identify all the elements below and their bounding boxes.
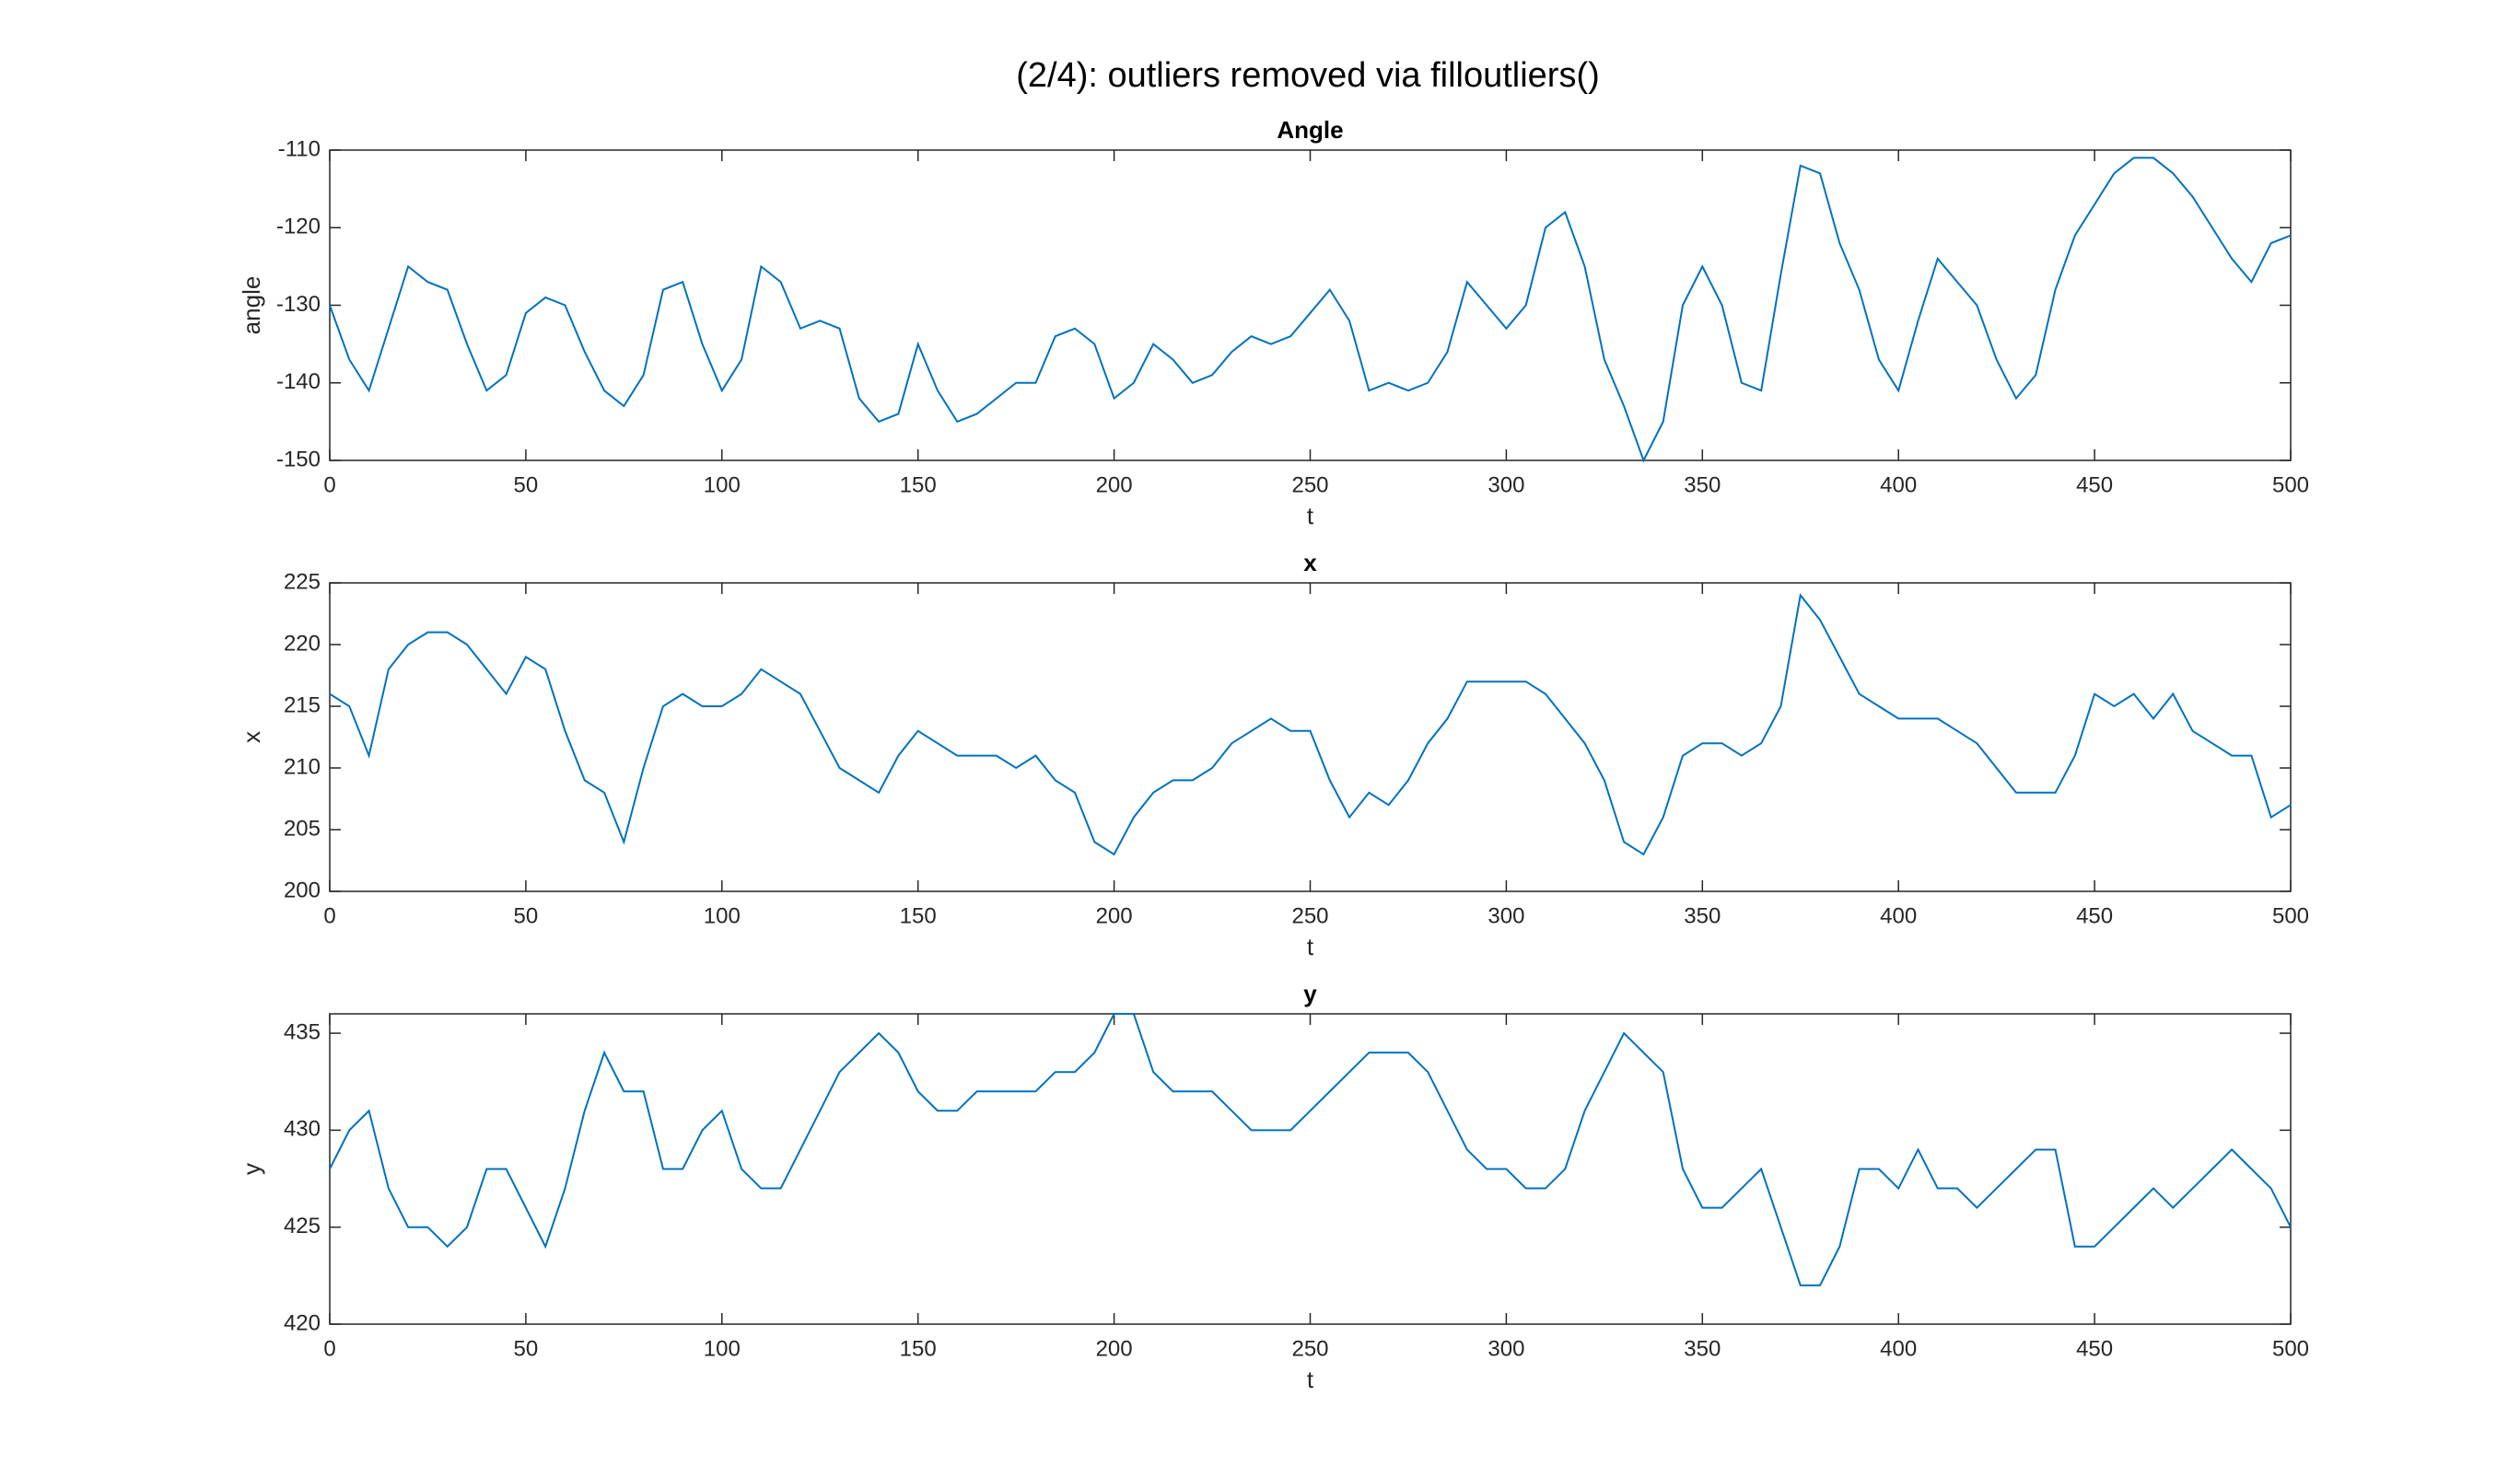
y-tick-label: -120 (276, 215, 321, 239)
plot-area (329, 1013, 2292, 1325)
x-tick-label: 150 (900, 1336, 937, 1361)
chart-title: Angle (1277, 116, 1343, 144)
x-tick-label: 200 (1096, 903, 1133, 928)
data-line (329, 1013, 2292, 1286)
y-tick-label: -140 (276, 369, 321, 394)
x-tick-label: 500 (2272, 1336, 2309, 1361)
x-tick-label: 400 (1880, 1336, 1917, 1361)
x-tick-label: 100 (704, 903, 741, 928)
x-tick-label: 100 (704, 472, 741, 497)
x-tick-label: 0 (323, 903, 335, 928)
x-axis-label: t (1307, 502, 1314, 529)
y-tick-label: -150 (276, 447, 321, 471)
y-tick-label: 210 (284, 754, 321, 779)
y-tick-label: -130 (276, 292, 321, 317)
y-axis-label: angle (238, 276, 265, 335)
x-tick-label: 450 (2076, 472, 2113, 497)
y-tick-label: 430 (284, 1117, 321, 1142)
y-tick-label: 220 (284, 631, 321, 656)
chart-title: x (1303, 549, 1317, 576)
figure-title: (2/4): outliers removed via filloutliers… (1016, 56, 1600, 95)
x-tick-label: 350 (1684, 903, 1721, 928)
x-tick-label: 0 (323, 472, 335, 497)
y-tick-label: 205 (284, 816, 321, 841)
x-tick-label: 250 (1291, 472, 1328, 497)
y-tick-label: 225 (284, 569, 321, 594)
x-tick-label: 500 (2272, 472, 2309, 497)
x-tick-label: 50 (514, 472, 539, 497)
data-line (329, 157, 2292, 463)
x-tick-label: 150 (900, 903, 937, 928)
y-axis-label: y (238, 1163, 265, 1175)
plot-area (329, 149, 2292, 461)
x-tick-label: 450 (2076, 1336, 2113, 1361)
plot-area (329, 582, 2292, 892)
x-tick-label: 300 (1488, 1336, 1524, 1361)
x-tick-label: 150 (900, 472, 937, 497)
x-tick-label: 400 (1880, 903, 1917, 928)
x-axis-label: t (1307, 1366, 1314, 1393)
y-tick-label: -110 (278, 136, 321, 161)
x-tick-label: 300 (1488, 903, 1524, 928)
x-axis-label: t (1307, 933, 1314, 960)
x-tick-label: 450 (2076, 903, 2113, 928)
x-tick-label: 250 (1291, 903, 1328, 928)
y-axis-label: x (238, 731, 265, 743)
x-tick-label: 50 (514, 903, 539, 928)
x-tick-label: 400 (1880, 472, 1917, 497)
x-tick-label: 500 (2272, 903, 2309, 928)
x-tick-label: 300 (1488, 472, 1524, 497)
x-tick-label: 100 (704, 1336, 741, 1361)
y-tick-label: 425 (284, 1214, 321, 1239)
y-tick-label: 200 (284, 878, 321, 902)
y-tick-label: 435 (284, 1019, 321, 1044)
data-line (329, 593, 2292, 856)
x-tick-label: 350 (1684, 472, 1721, 497)
x-tick-label: 200 (1096, 472, 1133, 497)
y-tick-label: 420 (284, 1310, 321, 1335)
y-tick-label: 215 (284, 692, 321, 717)
x-tick-label: 200 (1096, 1336, 1133, 1361)
chart-title: y (1303, 980, 1317, 1007)
x-tick-label: 250 (1291, 1336, 1328, 1361)
x-tick-label: 0 (323, 1336, 335, 1361)
x-tick-label: 350 (1684, 1336, 1721, 1361)
x-tick-label: 50 (514, 1336, 539, 1361)
